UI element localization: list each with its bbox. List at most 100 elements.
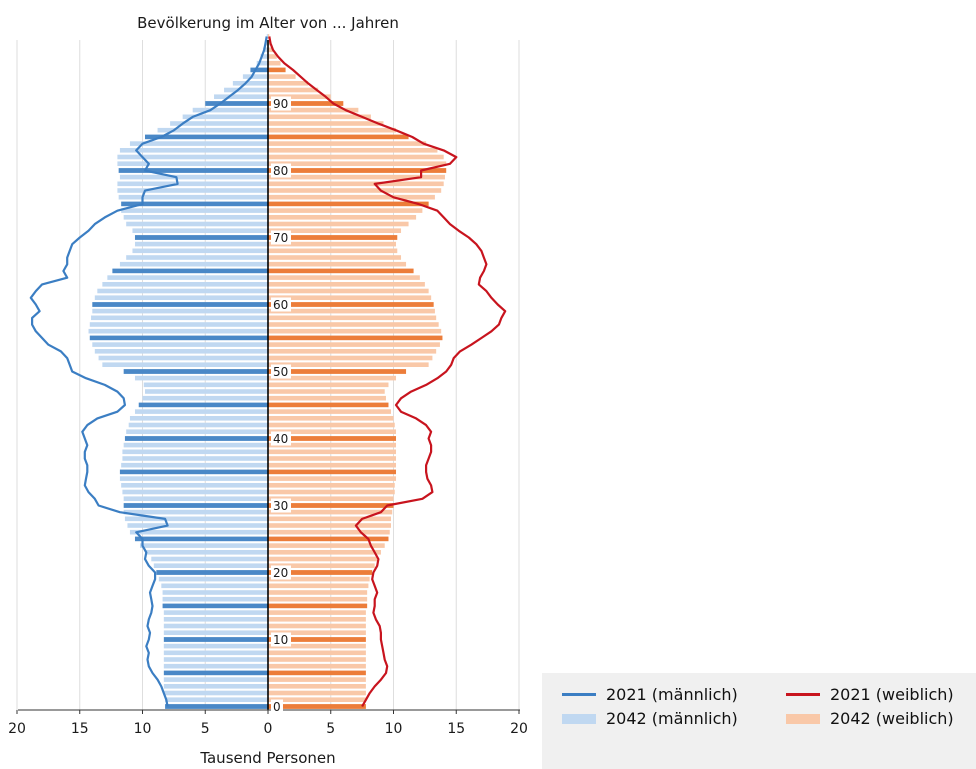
- bar-maennlich-2042: [94, 295, 268, 300]
- bar-maennlich-2042: [98, 355, 268, 361]
- bar-weiblich-2042: [268, 161, 447, 166]
- bar-maennlich-2042: [102, 282, 268, 287]
- bar-weiblich-2042: [268, 288, 429, 294]
- age-label-bg: [271, 163, 291, 178]
- bar-maennlich-2042: [162, 603, 268, 609]
- bar-maennlich-2042: [127, 523, 268, 528]
- bar-weiblich-2042: [268, 201, 429, 207]
- age-tick-label: 90: [273, 97, 288, 111]
- bar-weiblich-2042: [268, 677, 366, 682]
- bar-weiblich-2042: [268, 449, 397, 455]
- bar-weiblich-2042: [268, 188, 442, 193]
- x-tick-label: 15: [447, 721, 465, 737]
- line-weiblich-2021: [268, 36, 507, 708]
- bar-maennlich-2042: [132, 248, 268, 254]
- bar-weiblich-2042: [268, 436, 397, 441]
- age-tick-label: 10: [273, 633, 288, 647]
- bar-weiblich-2042: [268, 154, 444, 160]
- bar-maennlich-2042: [163, 617, 268, 622]
- bar-maennlich-2042: [134, 241, 268, 247]
- bar-weiblich-2042: [268, 650, 366, 656]
- bar-weiblich-2042: [268, 617, 366, 622]
- bar-maennlich-2042: [170, 121, 268, 126]
- bar-weiblich-2042: [268, 322, 439, 327]
- bar-maennlich-2042: [139, 543, 268, 548]
- bar-maennlich-2042: [163, 643, 268, 649]
- bar-weiblich-2042: [268, 248, 398, 254]
- bar-weiblich-2042: [268, 489, 395, 495]
- bar-weiblich-2042: [268, 529, 390, 535]
- bar-maennlich-2042: [250, 67, 268, 73]
- bar-weiblich-2042: [268, 543, 385, 548]
- x-tick-label: 20: [8, 721, 26, 737]
- legend-item-2042-maennlich: 2042 (männlich): [562, 709, 738, 728]
- age-label-bg: [271, 565, 291, 580]
- bar-weiblich-2042: [268, 375, 397, 381]
- bar-weiblich-2042: [268, 60, 281, 66]
- bar-weiblich-2042: [268, 362, 429, 367]
- bar-maennlich-2042: [129, 529, 268, 535]
- age-label-bg: [271, 699, 283, 714]
- legend-label-2042-weiblich: 2042 (weiblich): [830, 709, 954, 728]
- bar-weiblich-2042: [268, 40, 271, 46]
- bar-maennlich-2042: [134, 409, 268, 414]
- bar-maennlich-2042: [123, 496, 268, 501]
- bar-weiblich-2042: [268, 637, 366, 642]
- legend-swatch-2042-maennlich: [562, 713, 596, 724]
- bar-weiblich-2042: [268, 342, 440, 347]
- bar-maennlich-2042: [161, 583, 268, 589]
- bar-weiblich-2042: [268, 208, 423, 213]
- bar-maennlich-2042: [126, 221, 268, 227]
- bar-weiblich-2042: [268, 255, 402, 260]
- bar-maennlich-2042: [163, 637, 268, 642]
- legend-label-2021-weiblich: 2021 (weiblich): [830, 685, 954, 704]
- bar-maennlich-2042: [224, 87, 268, 93]
- bar-weiblich-2042: [268, 697, 366, 702]
- bar-maennlich-2042: [124, 516, 269, 522]
- bar-weiblich-2042: [268, 657, 366, 662]
- bar-weiblich-2042: [268, 630, 366, 635]
- bar-weiblich-2042: [268, 261, 407, 267]
- bar-weiblich-2042: [268, 121, 384, 126]
- bar-maennlich-2042: [163, 690, 268, 696]
- bar-weiblich-2042: [268, 422, 395, 428]
- bar-maennlich-2042: [151, 556, 268, 562]
- bar-maennlich-2042: [260, 54, 268, 59]
- age-tick-label: 0: [273, 700, 281, 714]
- bar-maennlich-2042: [123, 369, 268, 374]
- bar-maennlich-2042: [138, 402, 268, 408]
- bar-maennlich-2042: [163, 663, 268, 669]
- bar-weiblich-2042: [268, 221, 409, 227]
- legend-item-2021-weiblich: 2021 (weiblich): [786, 685, 954, 704]
- age-label-bg: [271, 498, 291, 513]
- bar-maennlich-2042: [91, 315, 268, 321]
- bar-maennlich-2042: [262, 47, 268, 53]
- bar-maennlich-2042: [118, 168, 268, 173]
- bar-weiblich-2042: [268, 704, 366, 709]
- bar-weiblich-2042: [268, 603, 368, 609]
- bar-maennlich-2042: [97, 288, 268, 294]
- bar-maennlich-2042: [89, 322, 268, 327]
- bar-maennlich-2042: [123, 509, 268, 515]
- bar-weiblich-2042: [268, 181, 444, 187]
- x-tick-label: 10: [385, 721, 403, 737]
- age-label-bg: [271, 431, 291, 446]
- bar-weiblich-2042: [268, 54, 277, 59]
- bar-weiblich-2042: [268, 215, 417, 220]
- bar-weiblich-2042: [268, 114, 371, 120]
- age-tick-label: 60: [273, 298, 288, 312]
- bar-weiblich-2042: [268, 523, 391, 528]
- legend-label-2042-maennlich: 2042 (männlich): [606, 709, 738, 728]
- bar-maennlich-2042: [107, 275, 268, 280]
- bar-maennlich-2042: [102, 362, 268, 367]
- bar-weiblich-2042: [268, 194, 435, 200]
- bar-maennlich-2042: [117, 188, 269, 193]
- bar-maennlich-2042: [119, 261, 268, 267]
- bar-maennlich-2042: [192, 107, 268, 113]
- bar-weiblich-2042: [268, 429, 397, 434]
- bar-weiblich-2042: [268, 94, 331, 99]
- bar-weiblich-2042: [268, 275, 420, 280]
- bar-weiblich-2042: [268, 670, 366, 676]
- chart-title: Bevölkerung im Alter von ... Jahren: [137, 14, 399, 32]
- bar-weiblich-2042: [268, 643, 366, 649]
